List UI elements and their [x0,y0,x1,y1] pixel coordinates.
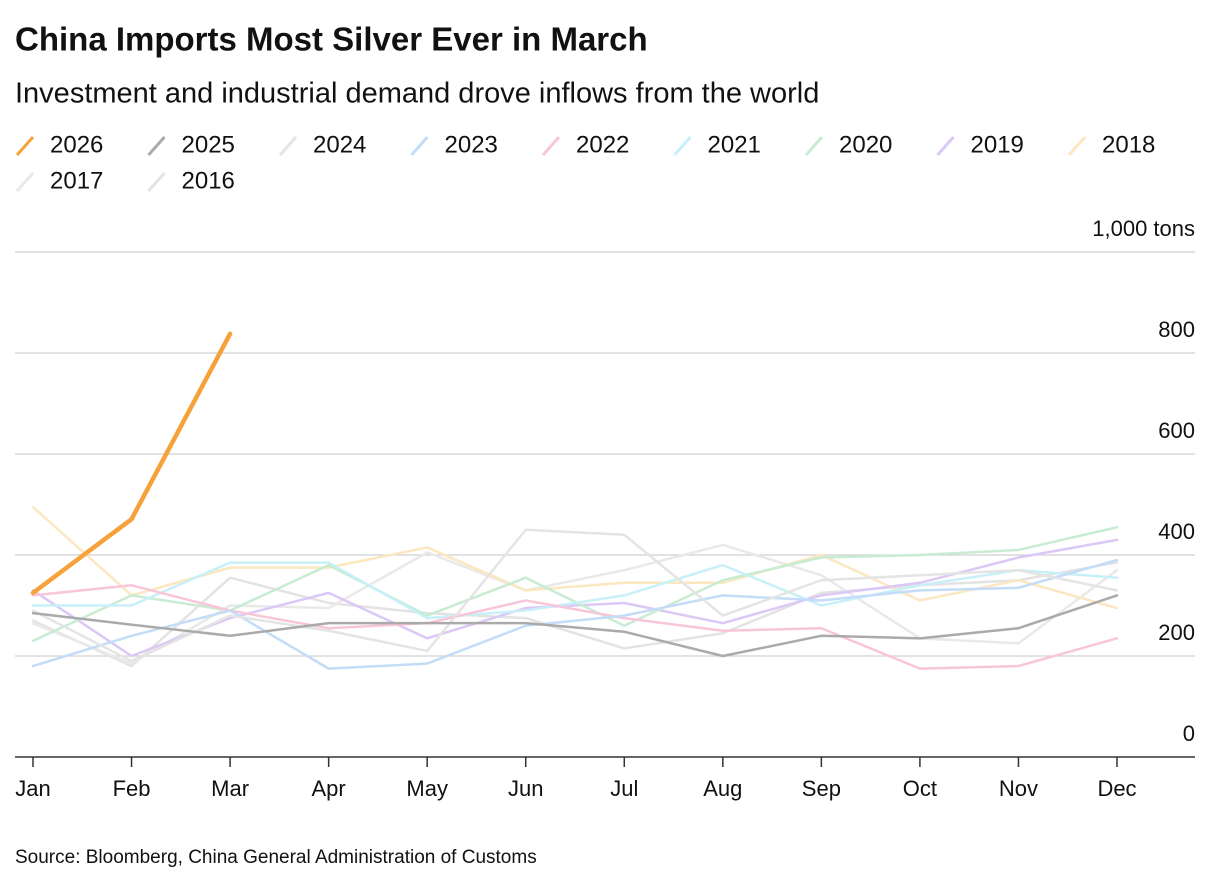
x-tick-label: Oct [903,776,937,801]
legend-swatch [936,136,955,156]
legend-label: 2017 [50,167,103,194]
series-line [31,561,1119,668]
x-tick-label: Jun [508,776,543,801]
legend-label: 2016 [182,167,235,194]
chart-subtitle: Investment and industrial demand drove i… [15,78,819,110]
legend-swatch [804,136,824,156]
legend-label: 2026 [50,131,103,158]
legend-label: 2021 [708,131,761,158]
source: Source: Bloomberg, China General Adminis… [15,847,537,868]
series-line [31,558,1119,670]
chart-title: China Imports Most Silver Ever in March [15,21,648,58]
x-tick-label: May [406,776,448,801]
legend-swatch [147,136,166,156]
legend-label: 2024 [313,131,366,158]
series-line [31,538,1119,658]
y-tick-label: 400 [1158,519,1195,544]
legend-label: 2019 [971,131,1024,158]
legend-swatch [410,136,429,156]
x-tick-label: Jan [15,776,50,801]
legend-swatch [15,172,35,192]
legend-swatch [673,136,692,156]
x-tick-label: Nov [999,776,1038,801]
x-tick-label: Mar [211,776,249,801]
y-tick-label: 600 [1158,418,1195,443]
legend-swatch [15,136,35,156]
x-tick-label: Jul [610,776,638,801]
series-line [31,561,1119,620]
x-tick-label: Dec [1097,776,1136,801]
series-line [31,528,1119,663]
y-tick-label: 800 [1158,317,1195,342]
x-tick-label: Sep [802,776,841,801]
x-tick-label: Aug [703,776,742,801]
x-tick-label: Feb [113,776,151,801]
legend-label: 2023 [445,131,498,158]
series-line [30,331,233,596]
y-tick-label: 0 [1183,721,1195,746]
legend-label: 2018 [1102,131,1155,158]
legend-swatch [278,136,298,156]
y-tick-label: 1,000 tons [1092,216,1195,241]
series-line [31,505,1119,610]
x-tick-label: Apr [312,776,346,801]
series-line [31,584,1119,670]
legend-swatch [541,136,561,156]
legend-label: 2022 [576,131,629,158]
legend-swatch [147,172,166,192]
series-line [31,594,1119,658]
legend-label: 2025 [182,131,235,158]
y-tick-label: 200 [1158,620,1195,645]
legend-label: 2020 [839,131,892,158]
legend-swatch [1067,136,1087,156]
